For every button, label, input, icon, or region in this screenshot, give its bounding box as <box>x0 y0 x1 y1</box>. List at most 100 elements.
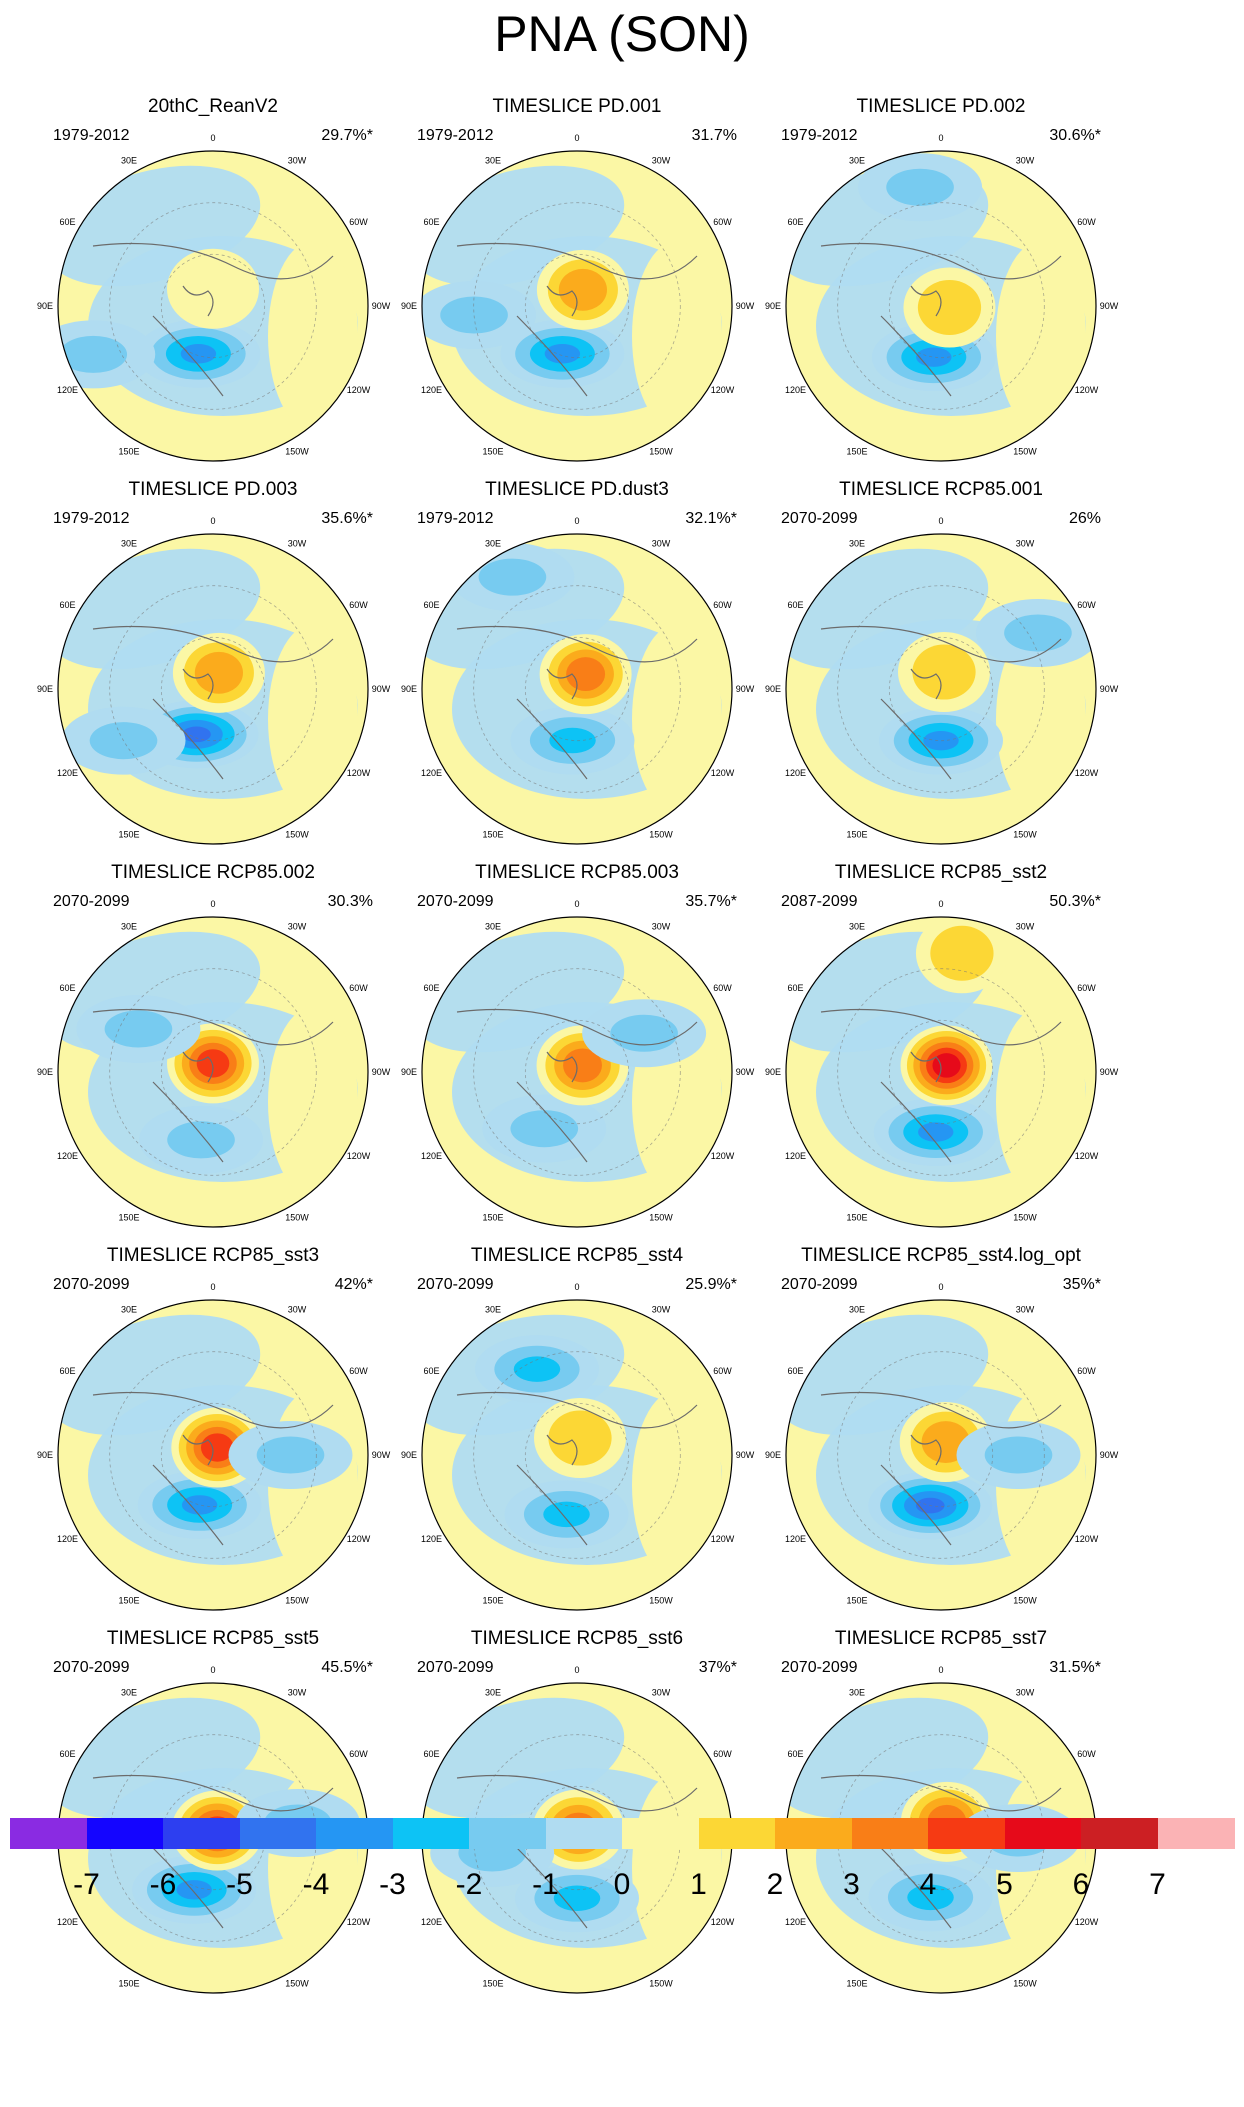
longitude-label: 30E <box>485 539 501 549</box>
map-border <box>785 916 1097 1228</box>
positive-center-contour <box>548 1410 612 1466</box>
longitude-label: 150W <box>1013 446 1037 456</box>
latitude-circle <box>888 253 994 359</box>
panel-title: TIMESLICE RCP85_sst7 <box>834 1628 1048 1649</box>
longitude-label: 90W <box>372 1067 391 1077</box>
positive-center-contour <box>917 279 982 335</box>
longitude-label: 30E <box>849 1688 865 1698</box>
latitude-circle <box>837 585 1045 793</box>
polar-map: 180150E120E90E60E30E030W60W90W120W150W <box>765 133 1119 462</box>
longitude-label: 30W <box>652 922 671 932</box>
polar-map: 180150E120E90E60E30E030W60W90W120W150W <box>765 899 1119 1228</box>
panel-title: TIMESLICE RCP85_sst3 <box>106 1245 320 1266</box>
longitude-label: 90W <box>736 1067 755 1077</box>
longitude-label: 30E <box>849 1305 865 1315</box>
longitude-label: 120E <box>421 1151 442 1161</box>
longitude-label: 60E <box>787 983 803 993</box>
longitude-label: 60E <box>59 1366 75 1376</box>
colorbar-swatch <box>163 1818 240 1849</box>
longitude-label: 90E <box>765 301 781 311</box>
longitude-label: 120E <box>785 385 806 395</box>
negative-center-contour <box>916 347 952 367</box>
longitude-label: 150E <box>846 829 867 839</box>
coastline <box>456 1391 698 1546</box>
longitude-label: 150W <box>1013 1212 1037 1222</box>
latitude-circle <box>109 585 317 793</box>
longitude-label: 60E <box>787 600 803 610</box>
negative-center-contour <box>544 344 581 364</box>
negative-secondary-contour <box>610 1014 678 1052</box>
longitude-label: 150W <box>285 1978 309 1988</box>
colorbar-swatch <box>1081 1818 1158 1849</box>
latitude-circle <box>524 253 630 359</box>
latitude-circle <box>888 1019 994 1125</box>
weak-positive-field <box>632 241 722 431</box>
longitude-label: 60W <box>713 1366 732 1376</box>
longitude-label: 60W <box>349 1749 368 1759</box>
panel-variance-percent: 25.9%* <box>685 1276 737 1293</box>
positive-center-contour <box>558 268 607 311</box>
positive-center-contour <box>194 651 243 694</box>
longitude-label: 30W <box>1016 539 1035 549</box>
longitude-label: 0 <box>210 1665 215 1675</box>
panel-variance-percent: 42%* <box>334 1276 373 1293</box>
map-panel: 180150E120E90E60E30E030W60W90W120W150WTI… <box>756 862 1126 1232</box>
map-panel: 180150E120E90E60E30E030W60W90W120W150W TI… <box>392 96 762 466</box>
latitude-circle <box>524 1019 630 1125</box>
colorbar-label: 3 <box>843 1868 860 1901</box>
negative-secondary-contour <box>256 1436 325 1474</box>
longitude-label: 90E <box>37 1067 53 1077</box>
colorbar-label: 5 <box>996 1868 1013 1901</box>
longitude-label: 150W <box>285 1212 309 1222</box>
panel-period: 2070-2099 <box>417 1659 494 1676</box>
panel-variance-percent: 45.5%* <box>321 1659 373 1676</box>
longitude-label: 30E <box>485 922 501 932</box>
negative-secondary-contour <box>478 558 547 596</box>
panel-period: 2070-2099 <box>781 510 858 527</box>
longitude-label: 60E <box>59 217 75 227</box>
colorbar-swatch <box>698 1818 776 1849</box>
longitude-label: 60E <box>787 1749 803 1759</box>
weak-positive-field <box>268 1007 358 1197</box>
map-border <box>785 150 1097 462</box>
longitude-label: 30E <box>849 156 865 166</box>
panel-title: TIMESLICE RCP85.001 <box>839 479 1043 500</box>
longitude-label: 120W <box>1075 1917 1099 1927</box>
panel-variance-percent: 31.5%* <box>1049 1659 1101 1676</box>
map-panel: 180150E120E90E60E30E030W60W90W120W150W20… <box>28 96 398 466</box>
longitude-label: 150E <box>118 1978 139 1988</box>
figure-title: PNA (SON) <box>494 6 750 62</box>
longitude-label: 60E <box>59 1749 75 1759</box>
longitude-label: 30W <box>1016 1305 1035 1315</box>
longitude-label: 120W <box>347 385 371 395</box>
longitude-label: 120W <box>1075 1151 1099 1161</box>
longitude-label: 0 <box>574 899 579 909</box>
map-panel: 180150E120E90E60E30E030W60W90W120W150WTI… <box>392 862 762 1232</box>
panel-period: 1979-2012 <box>53 127 130 144</box>
polar-map: 180150E120E90E60E30E030W60W90W120W150W <box>401 1282 755 1611</box>
coastline <box>92 1008 334 1163</box>
longitude-label: 30E <box>849 922 865 932</box>
longitude-label: 90E <box>37 301 53 311</box>
longitude-label: 90E <box>37 684 53 694</box>
polar-map: 180150E120E90E60E30E030W60W90W120W150W <box>765 516 1119 845</box>
longitude-label: 150W <box>285 446 309 456</box>
weak-positive-field <box>996 1007 1086 1197</box>
longitude-label: 120W <box>711 1917 735 1927</box>
longitude-label: 120E <box>785 1151 806 1161</box>
panel-title: TIMESLICE PD.003 <box>128 479 298 500</box>
colorbar-swatch <box>851 1818 929 1849</box>
longitude-label: 30E <box>121 922 137 932</box>
longitude-label: 120W <box>347 1917 371 1927</box>
panel-variance-percent: 29.7%* <box>321 127 373 144</box>
map-border <box>57 1299 369 1611</box>
longitude-label: 120E <box>57 1151 78 1161</box>
panel-title: TIMESLICE PD.001 <box>492 96 662 117</box>
polar-map: 180150E120E90E60E30E030W60W90W120W150W <box>401 133 755 462</box>
longitude-label: 90E <box>765 1450 781 1460</box>
longitude-label: 120E <box>785 1917 806 1927</box>
longitude-label: 60E <box>59 983 75 993</box>
longitude-label: 60E <box>787 1366 803 1376</box>
map-border <box>57 533 369 845</box>
coastline <box>92 242 334 397</box>
